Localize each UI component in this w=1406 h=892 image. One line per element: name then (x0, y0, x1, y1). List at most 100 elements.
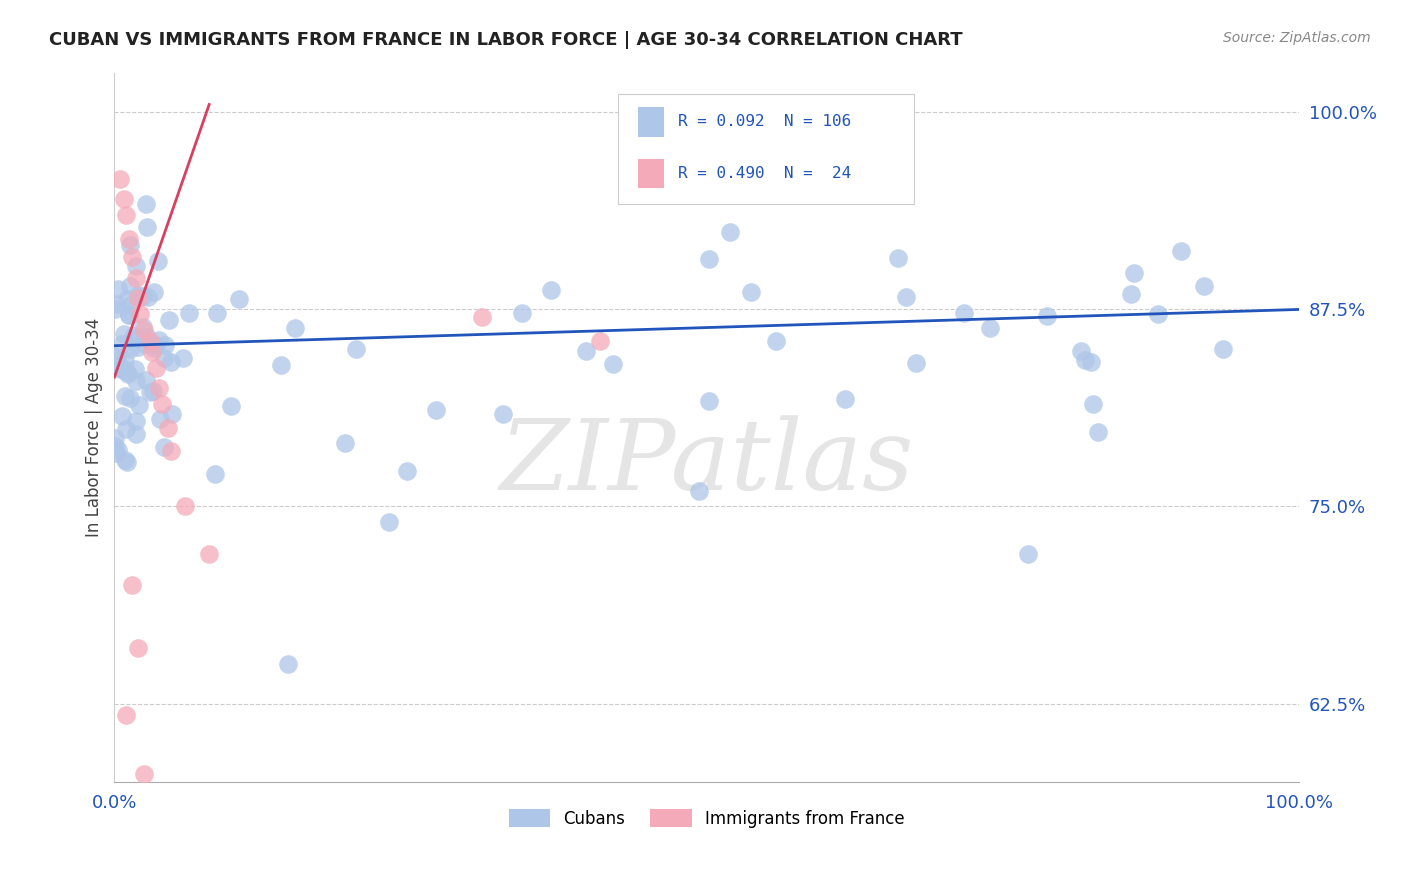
Point (127, 641, 149, 656)
Point (142, 285, 165, 299)
Point (120, 238, 142, 252)
Point (127, 288, 149, 302)
Point (120, 391, 142, 405)
Point (155, 338, 177, 352)
Point (132, 323, 155, 337)
Point (602, 358, 624, 372)
Point (117, 367, 139, 381)
Point (104, 349, 127, 363)
Point (114, 352, 136, 367)
Point (228, 292, 250, 306)
Point (1121, 287, 1143, 301)
Point (277, 657, 299, 672)
Point (1017, 547, 1039, 561)
Point (1192, 278, 1215, 293)
Point (979, 320, 1001, 334)
Point (765, 334, 787, 348)
Point (697, 393, 720, 408)
Text: ZIPatlas: ZIPatlas (499, 416, 914, 511)
Point (125, 414, 148, 428)
Legend: Cubans, Immigrants from France: Cubans, Immigrants from France (502, 803, 911, 834)
Point (160, 407, 183, 421)
Point (152, 440, 174, 454)
Point (205, 306, 228, 320)
Point (740, 285, 762, 300)
Point (104, 439, 127, 453)
Point (114, 452, 136, 467)
Text: R = 0.490  N =  24: R = 0.490 N = 24 (678, 166, 852, 181)
Point (219, 399, 242, 413)
Point (718, 226, 741, 240)
Point (894, 290, 917, 304)
Point (1146, 307, 1168, 321)
Point (110, 362, 132, 376)
Point (204, 467, 226, 481)
Point (115, 292, 138, 306)
Point (121, 251, 143, 265)
Point (118, 279, 141, 293)
Point (125, 259, 148, 273)
Point (396, 464, 419, 478)
Point (1036, 310, 1059, 324)
Point (139, 384, 162, 399)
Point (105, 296, 128, 310)
Point (110, 171, 132, 186)
Point (540, 283, 562, 297)
Point (953, 305, 976, 319)
Point (112, 192, 135, 206)
Point (118, 298, 141, 312)
Point (135, 197, 157, 211)
Text: R = 0.092  N = 106: R = 0.092 N = 106 (678, 114, 852, 129)
Point (107, 282, 129, 296)
Point (105, 446, 128, 460)
Point (107, 442, 129, 457)
Point (111, 409, 134, 423)
Point (471, 310, 494, 325)
Point (1070, 343, 1092, 358)
Point (141, 345, 163, 359)
Point (118, 308, 141, 322)
Point (139, 334, 162, 348)
Point (128, 398, 150, 412)
Point (127, 292, 149, 306)
Point (117, 231, 139, 245)
Point (124, 362, 146, 376)
Y-axis label: In Labor Force | Age 30-34: In Labor Force | Age 30-34 (86, 318, 103, 537)
Point (131, 289, 153, 303)
Point (118, 309, 141, 323)
Point (110, 361, 132, 376)
Point (124, 331, 146, 345)
Point (135, 373, 157, 387)
Point (905, 356, 928, 370)
Point (118, 342, 141, 356)
Point (112, 327, 135, 342)
Point (115, 422, 138, 436)
Point (125, 374, 148, 388)
Point (1123, 266, 1146, 280)
Point (699, 252, 721, 267)
Point (153, 351, 176, 365)
Point (378, 515, 401, 529)
FancyBboxPatch shape (638, 159, 664, 188)
Point (1087, 425, 1109, 439)
Point (575, 343, 598, 358)
Point (122, 329, 145, 343)
Point (115, 707, 138, 722)
Point (198, 547, 221, 561)
Point (589, 334, 612, 348)
Point (492, 407, 515, 421)
Text: Source: ZipAtlas.com: Source: ZipAtlas.com (1223, 31, 1371, 45)
Point (1080, 355, 1102, 369)
Point (1212, 343, 1234, 357)
Point (344, 342, 367, 356)
Point (510, 306, 533, 320)
Point (333, 436, 356, 450)
Point (1074, 352, 1097, 367)
FancyBboxPatch shape (619, 95, 914, 204)
Point (142, 384, 165, 399)
Point (115, 365, 138, 379)
Point (145, 360, 167, 375)
Point (160, 444, 183, 458)
Point (172, 351, 194, 365)
Point (270, 358, 292, 372)
